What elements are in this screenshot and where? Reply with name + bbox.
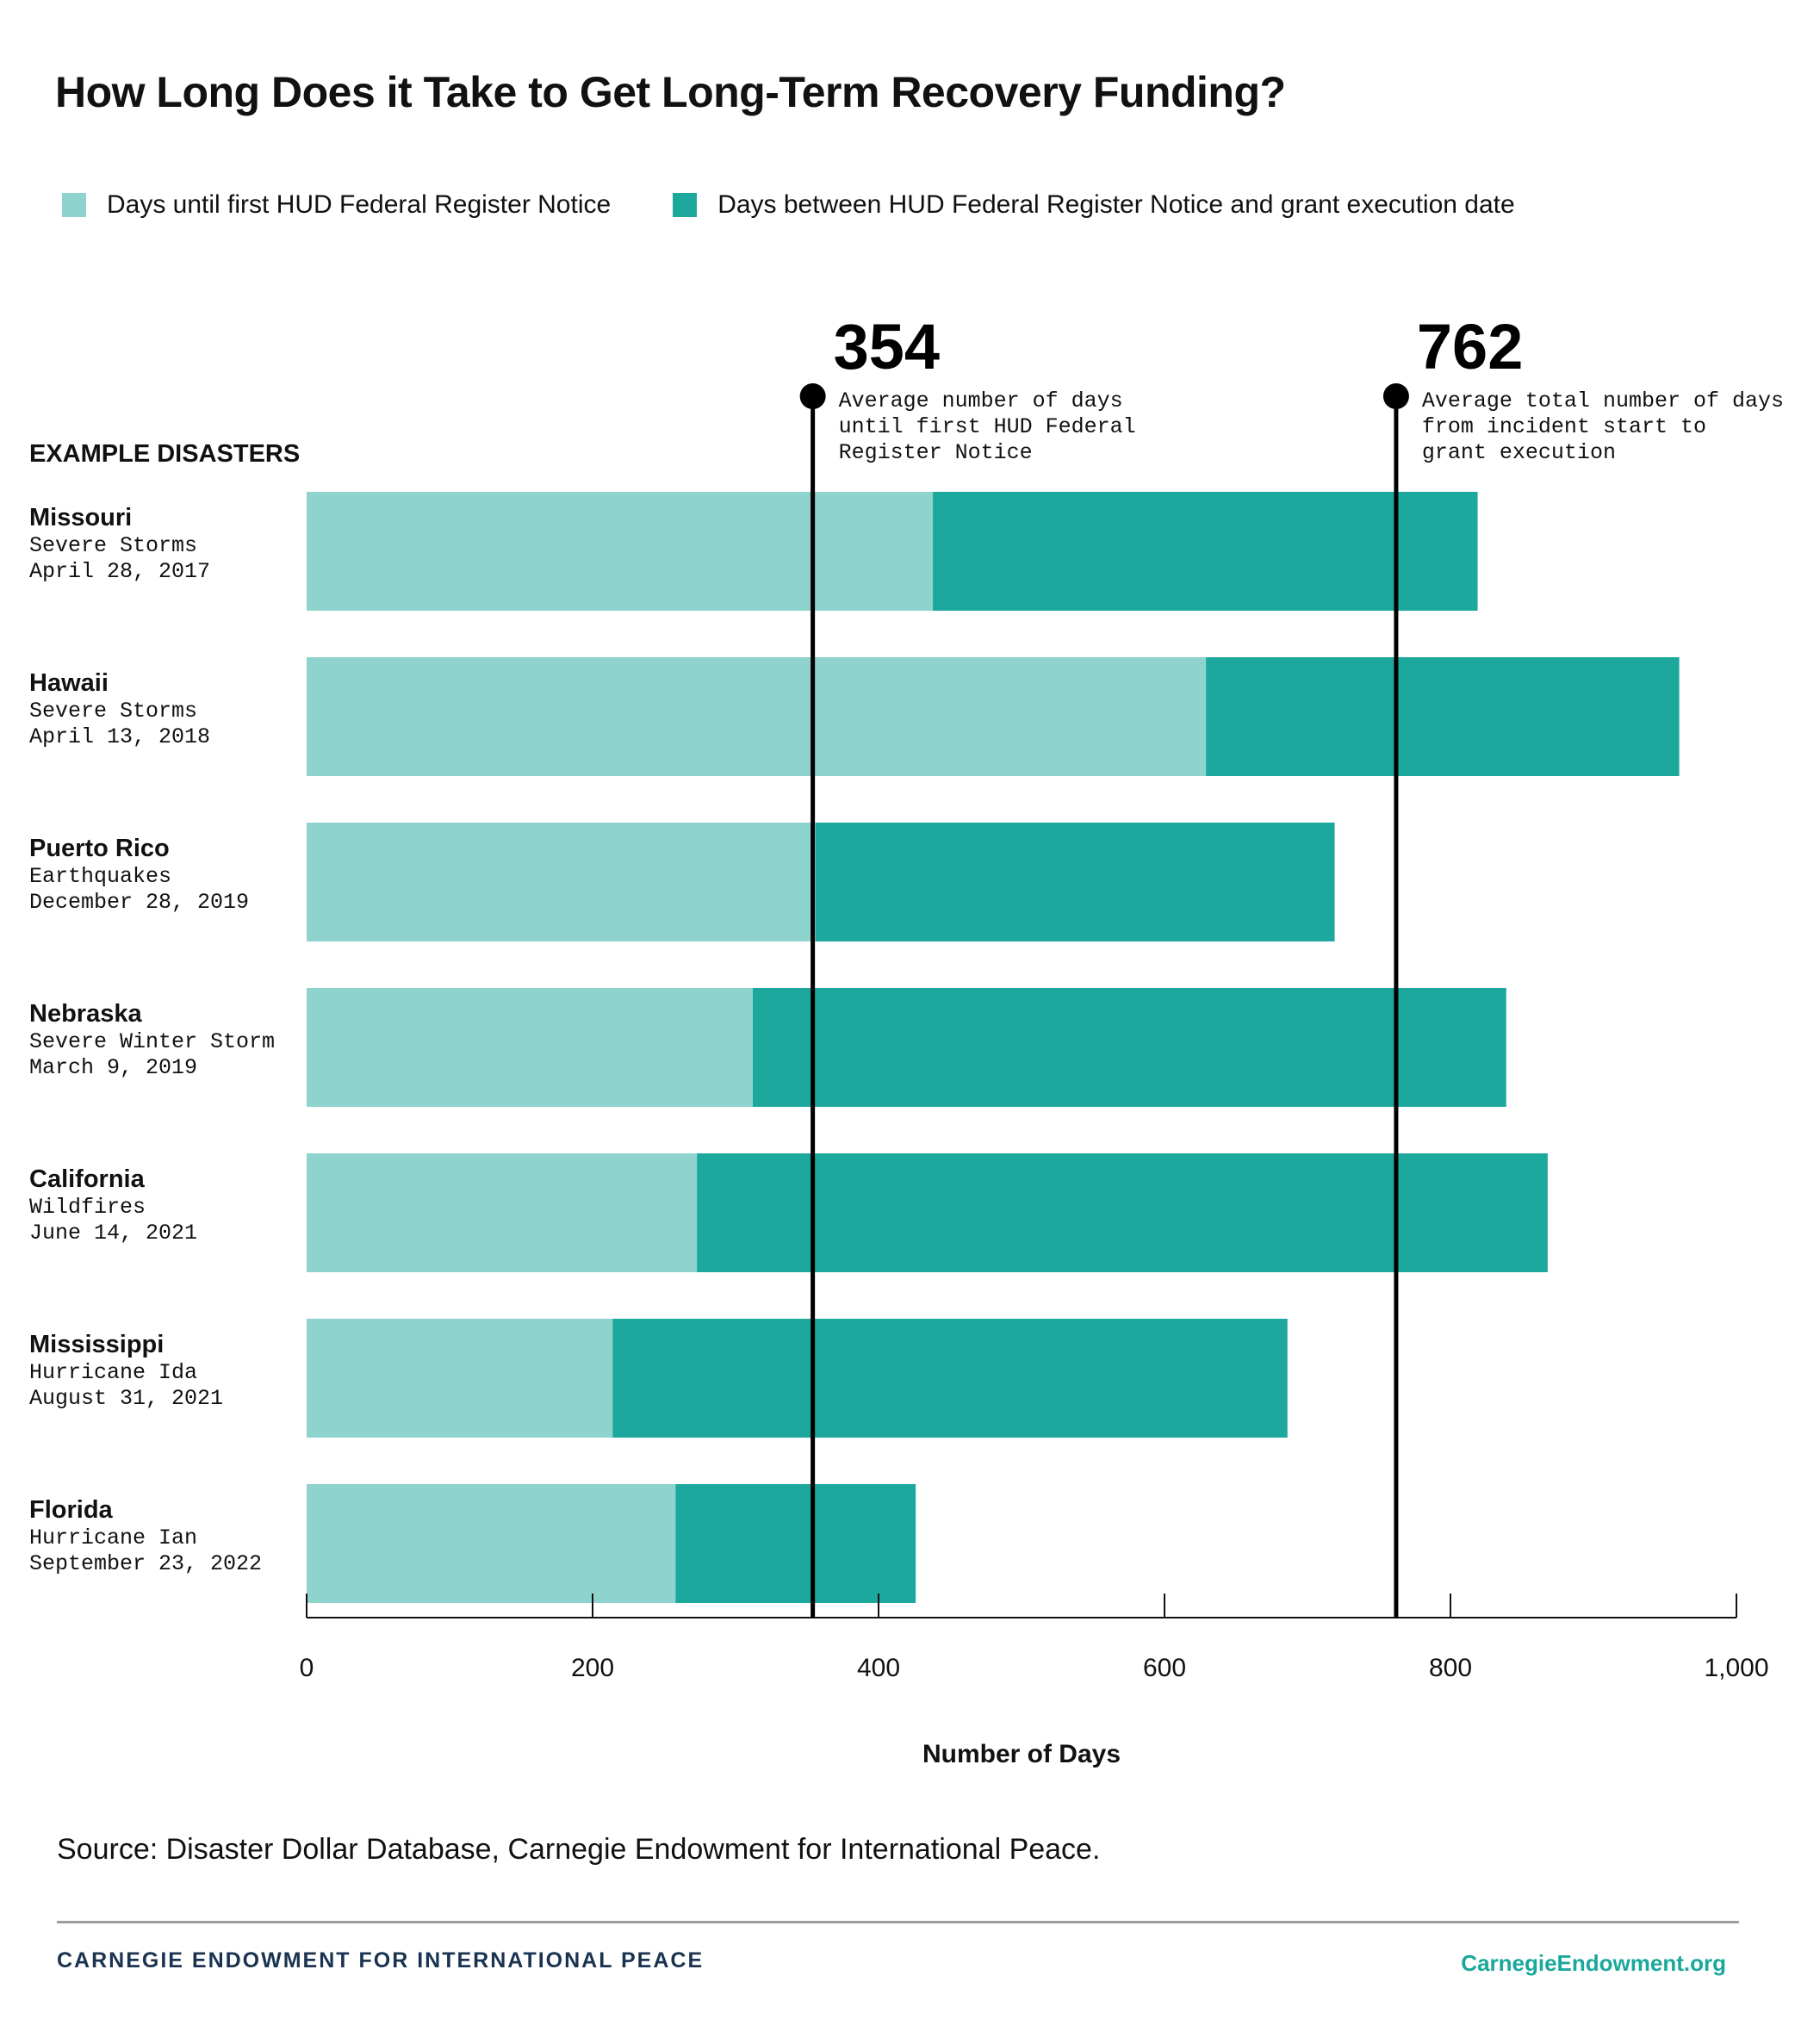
bar-missouri-first-notice (307, 492, 934, 611)
category-label-mississippi: Mississippi (29, 1331, 164, 1358)
bar-nebraska-first-notice (307, 988, 753, 1107)
category-label-nebraska: Nebraska (29, 1000, 142, 1028)
legend-swatch-light (62, 193, 86, 217)
category-date-california: June 14, 2021 (29, 1221, 197, 1246)
reference-note-762-line-2: from incident start to (1422, 414, 1706, 439)
bar-florida-first-notice (307, 1484, 676, 1603)
category-event-hawaii: Severe Storms (29, 699, 197, 724)
category-label-california: California (29, 1165, 146, 1193)
bar-hawaii-first-notice (307, 657, 1207, 776)
reference-value-354: 354 (834, 311, 940, 382)
bar-puerto-rico-first-notice (307, 823, 816, 941)
row-header: EXAMPLE DISASTERS (29, 440, 300, 468)
legend-item-first-notice: Days until first HUD Federal Register No… (62, 190, 611, 220)
reference-note-354-line-2: until first HUD Federal (839, 414, 1136, 439)
category-label-puerto-rico: Puerto Rico (29, 835, 170, 862)
category-date-hawaii: April 13, 2018 (29, 724, 210, 749)
reference-marker-354 (799, 383, 826, 409)
reference-note-762-line-3: grant execution (1422, 440, 1616, 465)
category-date-puerto-rico: December 28, 2019 (29, 890, 249, 915)
bar-california-grant-execution (697, 1153, 1548, 1272)
x-tick-label-1000: 1,000 (1704, 1654, 1768, 1682)
bar-hawaii-grant-execution (1206, 657, 1680, 776)
category-event-california: Wildfires (29, 1195, 146, 1220)
category-event-missouri: Severe Storms (29, 533, 197, 558)
bar-missouri-grant-execution (933, 492, 1478, 611)
category-event-puerto-rico: Earthquakes (29, 864, 171, 889)
legend-label-grant-execution: Days between HUD Federal Register Notice… (717, 190, 1515, 219)
org-url[interactable]: CarnegieEndowment.org (1461, 1950, 1726, 1976)
category-date-nebraska: March 9, 2019 (29, 1055, 197, 1080)
category-event-florida: Hurricane Ian (29, 1525, 197, 1550)
x-tick-label-600: 600 (1143, 1654, 1186, 1682)
category-label-florida: Florida (29, 1496, 114, 1524)
bar-florida-grant-execution (675, 1484, 916, 1603)
category-label-missouri: Missouri (29, 504, 132, 531)
bar-mississippi-first-notice (307, 1319, 613, 1438)
reference-note-354-line-1: Average number of days (839, 388, 1123, 413)
x-axis-title: Number of Days (922, 1740, 1121, 1768)
bar-puerto-rico-grant-execution (815, 823, 1335, 941)
reference-value-762: 762 (1417, 311, 1523, 382)
org-name: CARNEGIE ENDOWMENT FOR INTERNATIONAL PEA… (57, 1948, 705, 1973)
x-tick-label-400: 400 (857, 1654, 900, 1682)
reference-note-762-line-1: Average total number of days (1422, 388, 1784, 413)
x-tick-label-200: 200 (571, 1654, 614, 1682)
source-note: Source: Disaster Dollar Database, Carneg… (57, 1833, 1101, 1866)
legend-item-grant-execution: Days between HUD Federal Register Notice… (673, 190, 1515, 220)
legend-swatch-dark (673, 193, 698, 217)
legend-label-first-notice: Days until first HUD Federal Register No… (107, 190, 612, 219)
footer-divider (57, 1921, 1739, 1923)
bar-nebraska-grant-execution (752, 988, 1506, 1107)
x-tick-label-0: 0 (300, 1654, 314, 1682)
category-date-florida: September 23, 2022 (29, 1551, 262, 1576)
reference-marker-762 (1382, 383, 1409, 409)
chart-title: How Long Does it Take to Get Long-Term R… (55, 68, 1286, 116)
category-date-mississippi: August 31, 2021 (29, 1386, 223, 1411)
category-date-missouri: April 28, 2017 (29, 559, 210, 584)
category-event-nebraska: Severe Winter Storm (29, 1029, 275, 1054)
category-label-hawaii: Hawaii (29, 669, 109, 697)
category-event-mississippi: Hurricane Ida (29, 1360, 197, 1385)
legend: Days until first HUD Federal Register No… (62, 188, 1577, 222)
x-tick-label-800: 800 (1429, 1654, 1472, 1682)
bar-california-first-notice (307, 1153, 698, 1272)
reference-note-354-line-3: Register Notice (839, 440, 1033, 465)
bar-mississippi-grant-execution (612, 1319, 1288, 1438)
